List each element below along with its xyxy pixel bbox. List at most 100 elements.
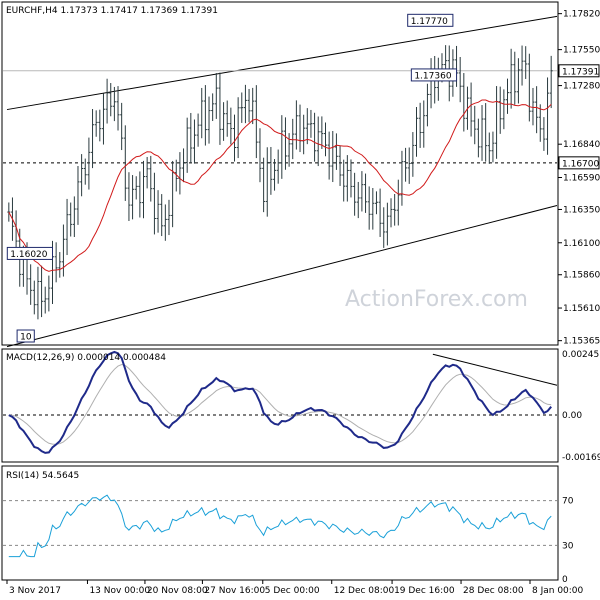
price-bar xyxy=(484,103,488,162)
price-y-tick-label: 1.15860 xyxy=(563,271,600,281)
price-bar xyxy=(513,51,517,105)
x-tick-label: 20 Nov 08:00 xyxy=(147,586,208,596)
price-annotation-box xyxy=(6,246,54,260)
price-annotation: 1.17770 xyxy=(407,13,454,27)
price-bar xyxy=(120,102,124,151)
price-bar xyxy=(349,159,353,198)
price-bar xyxy=(240,92,244,123)
price-bar xyxy=(378,188,382,237)
price-bar xyxy=(400,150,404,206)
price-panel-frame xyxy=(1,1,559,346)
price-bar xyxy=(313,112,317,162)
price-bar xyxy=(160,194,164,237)
price-annotation-label: 1.17770 xyxy=(411,17,448,27)
price-bar xyxy=(280,115,284,179)
price-bar xyxy=(320,116,324,149)
price-annotation-box xyxy=(407,13,454,27)
price-annotation-label: 1.17360 xyxy=(414,71,451,81)
price-bar xyxy=(411,132,415,177)
price-bar xyxy=(356,181,360,219)
price-bar xyxy=(345,155,349,202)
price-bar xyxy=(47,275,51,312)
price-bar xyxy=(549,55,553,109)
price-bar xyxy=(491,131,495,163)
price-bar xyxy=(327,131,331,180)
price-bar xyxy=(404,147,408,182)
axes: 1.17820 1.17550 1.17280 1.16840 1.16590 1.163… xyxy=(6,10,600,596)
current-price-box xyxy=(558,64,600,78)
price-bar xyxy=(316,116,320,167)
price-bar xyxy=(105,78,109,124)
price-annotation-label: 1.16020 xyxy=(10,250,47,260)
price-bar xyxy=(138,171,142,218)
price-bar xyxy=(222,102,226,141)
price-bar xyxy=(538,104,542,142)
price-bar xyxy=(149,155,153,202)
price-bar xyxy=(374,191,378,215)
price-bar xyxy=(243,84,247,124)
level-marker: 1.16700 xyxy=(558,156,600,170)
price-bar xyxy=(29,264,33,305)
level-label: 1.16700 xyxy=(562,159,599,169)
price-bar xyxy=(251,87,255,125)
x-tick-label: 8 Jan 00:00 xyxy=(532,586,584,596)
price-bar xyxy=(283,117,287,170)
price-bar xyxy=(152,172,156,235)
price-bar xyxy=(502,89,506,130)
price-bar xyxy=(546,77,550,155)
price-annotation-box xyxy=(410,68,458,82)
price-bar xyxy=(309,109,313,138)
price-y-tick-label: 1.17280 xyxy=(563,82,600,92)
price-y-tick-label: 1.17550 xyxy=(563,46,600,56)
price-bar xyxy=(498,86,502,134)
price-bar xyxy=(509,48,513,109)
price-bar xyxy=(269,146,273,195)
price-bar xyxy=(385,202,389,246)
price-bar xyxy=(473,105,477,145)
price-annotation-label: 10 xyxy=(20,333,32,343)
price-bar xyxy=(531,87,535,126)
price-bar xyxy=(367,186,371,230)
price-bar xyxy=(214,73,218,119)
price-bar xyxy=(535,86,539,134)
current-price-label: 1.17391 xyxy=(562,67,599,77)
price-bar xyxy=(476,118,480,158)
rsi-panel xyxy=(3,494,557,558)
price-bar xyxy=(174,159,178,192)
price-bar xyxy=(422,100,426,148)
macd-y-tick-label: 0.00245 xyxy=(562,350,599,360)
price-bar xyxy=(182,148,186,183)
rsi-y-tick-label: 0 xyxy=(562,575,568,585)
macd-panel xyxy=(3,350,558,454)
price-bar xyxy=(101,93,105,145)
price-bar xyxy=(334,133,338,170)
price-bar xyxy=(211,93,215,122)
macd-header: MACD(12,26,9) 0.000014 0.000484 xyxy=(6,353,166,363)
price-bar xyxy=(342,159,346,202)
rsi-line xyxy=(8,494,552,558)
price-bar xyxy=(360,171,364,212)
x-tick-label: 12 Dec 08:00 xyxy=(334,586,395,596)
price-bar xyxy=(389,198,393,228)
price-bar xyxy=(83,158,87,185)
price-bar xyxy=(156,190,160,233)
x-tick-label: 3 Nov 2017 xyxy=(9,586,61,596)
price-bar xyxy=(462,73,466,132)
x-tick-label: 13 Nov 00:00 xyxy=(89,586,150,596)
price-bar xyxy=(32,280,36,315)
price-bar xyxy=(192,119,196,164)
price-bar xyxy=(364,173,368,213)
price-bar xyxy=(487,132,491,164)
price-bar xyxy=(516,58,520,104)
macd-y-tick-label: -0.001692 xyxy=(562,453,600,463)
price-bar xyxy=(131,175,135,220)
price-annotation: 1.16020 xyxy=(6,246,54,260)
price-bar xyxy=(123,125,127,201)
moving-average-line xyxy=(8,99,552,272)
price-bar xyxy=(393,194,397,226)
price-bar xyxy=(76,165,80,225)
macd-panel-frame xyxy=(1,348,559,463)
price-bar xyxy=(87,137,91,190)
price-bar xyxy=(94,110,98,137)
price-bar xyxy=(91,108,95,169)
